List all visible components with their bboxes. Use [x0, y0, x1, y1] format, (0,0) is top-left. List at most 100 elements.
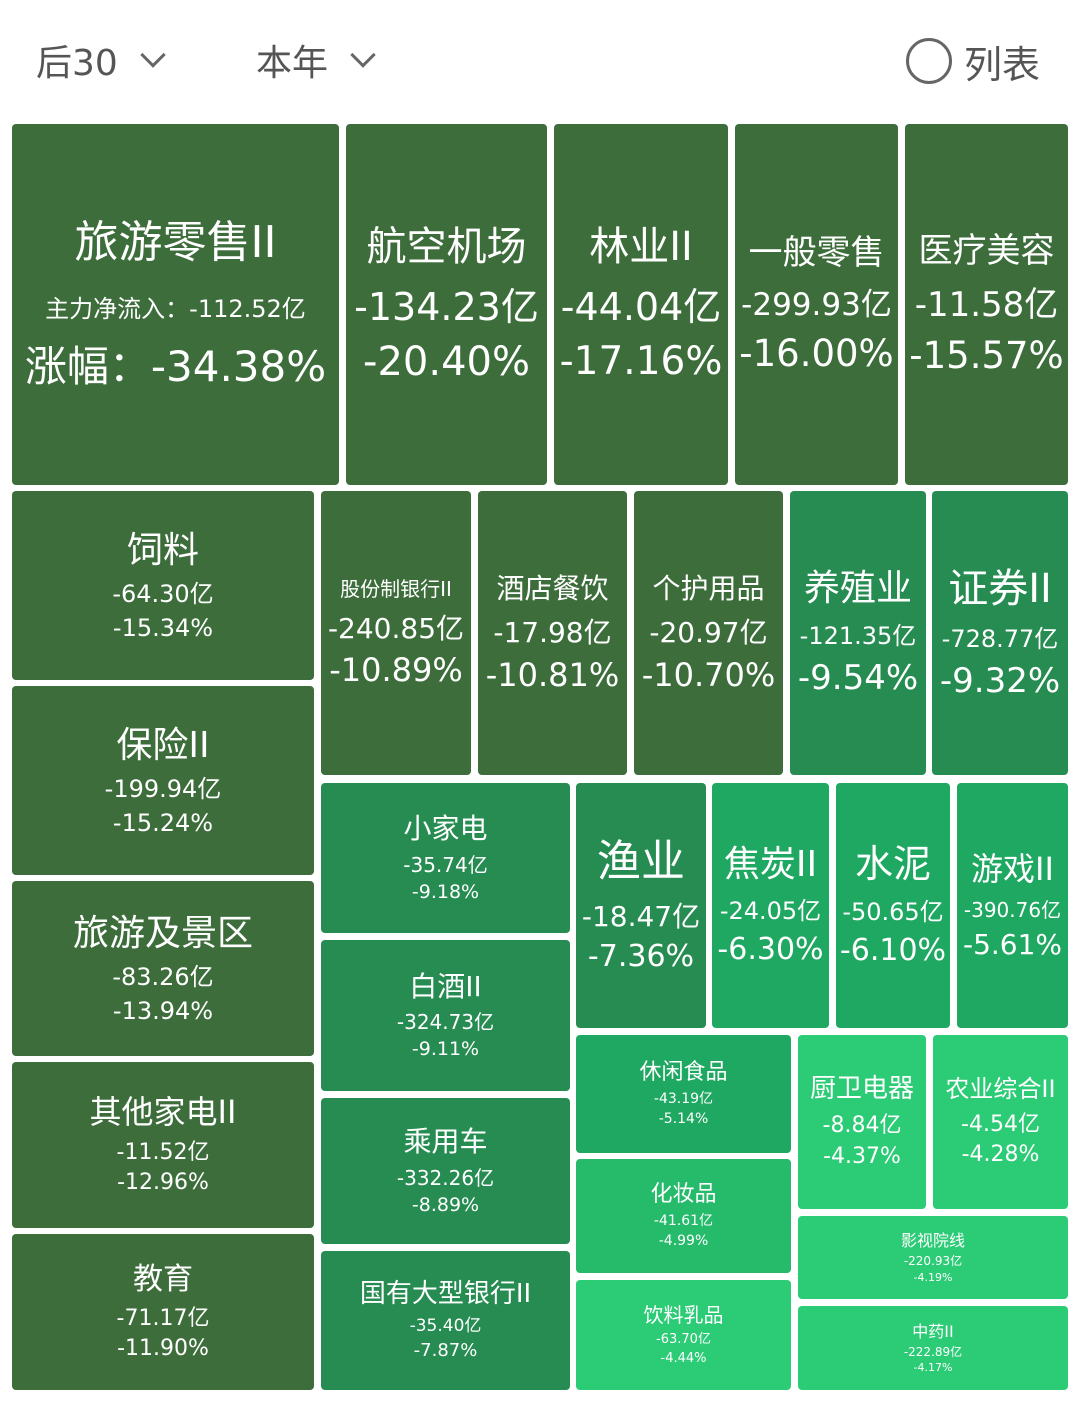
sector-tile[interactable]: 教育 -71.17亿 -11.90%: [12, 1234, 314, 1390]
sector-net-inflow: -199.94亿: [104, 774, 222, 803]
sector-change: -8.89%: [411, 1193, 480, 1216]
sector-change: -5.14%: [658, 1111, 709, 1128]
sector-name: 其他家电II: [89, 1093, 237, 1132]
sector-tile[interactable]: 一般零售 -299.93亿 -16.00%: [735, 124, 898, 485]
sector-tile[interactable]: 养殖业 -121.35亿 -9.54%: [790, 491, 926, 775]
sector-name: 养殖业: [803, 568, 912, 610]
sector-change: -20.40%: [363, 339, 530, 386]
sector-name: 中药II: [912, 1321, 954, 1341]
sector-name: 酒店餐饮: [496, 571, 609, 605]
sector-tile[interactable]: 白酒II -324.73亿 -9.11%: [321, 940, 570, 1091]
sector-net-inflow: -728.77亿: [941, 624, 1059, 653]
sector-tile[interactable]: 小家电 -35.74亿 -9.18%: [321, 783, 570, 933]
sector-net-inflow: -134.23亿: [354, 284, 539, 329]
sector-change: -9.54%: [797, 658, 919, 699]
sector-change: -15.34%: [112, 613, 214, 642]
radio-circle-icon: [906, 38, 952, 84]
sector-tile[interactable]: 饮料乳品 -63.70亿 -4.44%: [576, 1280, 791, 1390]
sector-tile[interactable]: 股份制银行II -240.85亿 -10.89%: [321, 491, 471, 775]
sector-tile[interactable]: 保险II -199.94亿 -15.24%: [12, 686, 314, 875]
sector-net-inflow: -20.97亿: [649, 616, 768, 650]
top-filter-bar: 后30 本年 列表: [0, 0, 1080, 120]
sector-tile[interactable]: 休闲食品 -43.19亿 -5.14%: [576, 1035, 791, 1153]
change-label: 涨幅：: [24, 342, 151, 392]
sector-name: 农业综合II: [945, 1075, 1056, 1104]
chevron-down-icon: [350, 42, 376, 68]
sector-change: -7.36%: [587, 939, 695, 975]
sector-change: -17.16%: [559, 338, 723, 384]
sector-name: 乘用车: [403, 1125, 488, 1159]
chevron-down-icon: [140, 42, 166, 68]
sector-tile[interactable]: 影视院线 -220.93亿 -4.19%: [798, 1216, 1068, 1299]
period-dropdown[interactable]: 本年: [256, 38, 376, 84]
sector-net-inflow: -17.98亿: [493, 616, 612, 650]
sector-tile[interactable]: 饲料 -64.30亿 -15.34%: [12, 491, 314, 680]
sector-name: 饮料乳品: [643, 1303, 724, 1328]
sector-change: -5.61%: [962, 927, 1063, 961]
sector-net-inflow: -18.47亿: [581, 899, 701, 933]
sector-change: -4.28%: [961, 1142, 1040, 1168]
sector-net-inflow: -11.58亿: [914, 284, 1059, 325]
sector-name: 影视院线: [900, 1231, 965, 1251]
sector-change: -9.32%: [939, 660, 1061, 701]
sector-name: 航空机场: [366, 223, 527, 270]
sector-net-inflow: -222.89亿: [903, 1344, 963, 1359]
sector-tile-featured[interactable]: 旅游零售II 主力净流入：-112.52亿 涨幅：-34.38%: [12, 124, 339, 485]
sector-name: 焦炭II: [723, 844, 818, 885]
sector-net-inflow: -63.70亿: [656, 1332, 711, 1348]
sector-tile[interactable]: 农业综合II -4.54亿 -4.28%: [933, 1035, 1068, 1209]
sector-tile[interactable]: 酒店餐饮 -17.98亿 -10.81%: [478, 491, 627, 775]
sector-net-inflow: -43.19亿: [653, 1091, 714, 1108]
sector-change: -9.18%: [411, 880, 480, 903]
sector-tile[interactable]: 焦炭II -24.05亿 -6.30%: [712, 783, 829, 1028]
sector-tile[interactable]: 医疗美容 -11.58亿 -15.57%: [905, 124, 1068, 485]
sector-name: 证券II: [948, 565, 1052, 612]
sector-name: 厨卫电器: [809, 1074, 914, 1105]
sector-name: 白酒II: [409, 969, 482, 1003]
sector-change: -9.11%: [411, 1038, 480, 1061]
sector-change: -10.89%: [329, 651, 463, 690]
sector-name: 林业II: [589, 224, 693, 271]
sector-name: 休闲食品: [639, 1060, 728, 1085]
sector-tile[interactable]: 航空机场 -134.23亿 -20.40%: [346, 124, 547, 485]
sector-net-inflow: -240.85亿: [327, 611, 465, 645]
sector-tile[interactable]: 林业II -44.04亿 -17.16%: [554, 124, 728, 485]
sector-net-inflow: -35.74亿: [403, 852, 488, 877]
range-dropdown[interactable]: 后30: [36, 38, 166, 84]
sector-tile[interactable]: 中药II -222.89亿 -4.17%: [798, 1306, 1068, 1390]
sector-net-inflow: -4.54亿: [961, 1112, 1040, 1137]
list-view-toggle[interactable]: 列表: [906, 36, 1041, 87]
sector-net-inflow: -220.93亿: [903, 1254, 963, 1269]
period-dropdown-label: 本年: [256, 43, 329, 84]
sector-net-inflow: -11.52亿: [116, 1139, 210, 1165]
sector-change: -16.00%: [739, 331, 894, 375]
sector-net-inflow: -44.04亿: [560, 285, 722, 330]
sector-name: 小家电: [403, 812, 488, 846]
sector-net-inflow: -64.30亿: [112, 579, 214, 608]
sector-tile[interactable]: 国有大型银行II -35.40亿 -7.87%: [321, 1251, 570, 1390]
sector-net-inflow: -71.17亿: [116, 1305, 210, 1331]
sector-change: -6.10%: [839, 933, 947, 969]
sector-tile[interactable]: 个护用品 -20.97亿 -10.70%: [634, 491, 783, 775]
sector-name: 游戏II: [971, 849, 1054, 888]
list-view-label: 列表: [964, 42, 1041, 87]
change-row: 涨幅：-34.38%: [25, 342, 326, 392]
sector-name: 旅游零售II: [74, 216, 277, 268]
sector-tile[interactable]: 旅游及景区 -83.26亿 -13.94%: [12, 881, 314, 1056]
sector-tile[interactable]: 化妆品 -41.61亿 -4.99%: [576, 1159, 791, 1273]
sector-tile[interactable]: 证券II -728.77亿 -9.32%: [932, 491, 1068, 775]
sector-change: -4.37%: [823, 1143, 901, 1169]
sector-tile[interactable]: 渔业 -18.47亿 -7.36%: [576, 783, 706, 1028]
sector-change: -13.94%: [112, 996, 214, 1025]
sector-tile[interactable]: 厨卫电器 -8.84亿 -4.37%: [798, 1035, 926, 1209]
sector-tile[interactable]: 其他家电II -11.52亿 -12.96%: [12, 1062, 314, 1228]
sector-change: -4.19%: [913, 1270, 953, 1284]
sector-name: 保险II: [116, 724, 210, 766]
sector-net-inflow: -332.26亿: [396, 1165, 495, 1190]
sector-net-inflow: -24.05亿: [719, 897, 822, 926]
sector-change: -4.99%: [658, 1233, 709, 1250]
sector-tile[interactable]: 游戏II -390.76亿 -5.61%: [957, 783, 1068, 1028]
sector-change: -10.81%: [485, 655, 620, 694]
sector-tile[interactable]: 水泥 -50.65亿 -6.10%: [836, 783, 950, 1028]
sector-tile[interactable]: 乘用车 -332.26亿 -8.89%: [321, 1098, 570, 1244]
